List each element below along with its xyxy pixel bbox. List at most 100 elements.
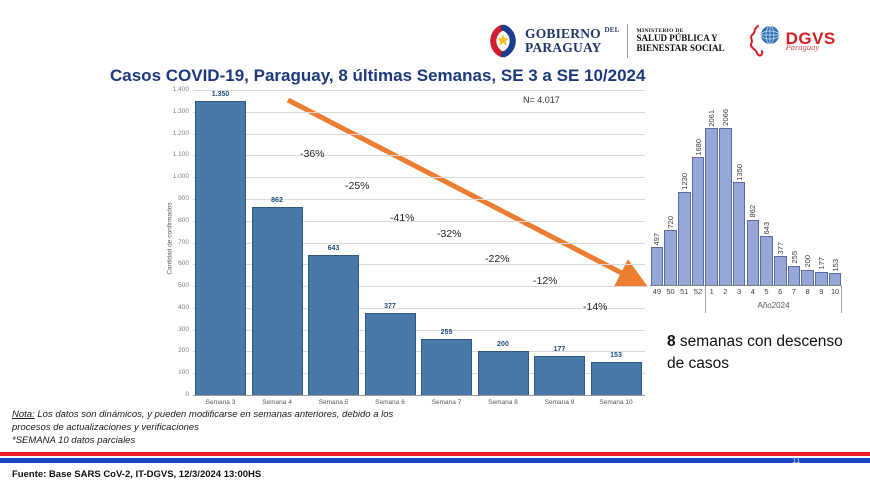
percent-change-label: -12%: [533, 275, 558, 287]
mini-bar-value-label: 497: [652, 232, 662, 246]
mini-bar-value-label: 177: [816, 257, 826, 270]
gridline: [193, 111, 645, 113]
page-number: 11: [792, 456, 801, 465]
ministerio-line1: SALUD PÚBLICA Y: [636, 33, 718, 44]
mini-axis-separator: [704, 285, 706, 313]
mini-bar-value-label: 2066: [720, 109, 730, 126]
x-tick-label: Semana 10: [599, 399, 633, 406]
bar: [308, 254, 359, 395]
gridline: [193, 155, 645, 157]
mini-bar-value-label: 1680: [693, 138, 703, 156]
mini-bar-value-label: 1230: [679, 172, 689, 190]
bar-value-label: 862: [271, 197, 283, 205]
gridline: [193, 286, 645, 288]
data-note: Nota: Los datos son dinámicos, y pueden …: [12, 409, 452, 447]
gridline: [193, 264, 645, 266]
y-tick-label: 1.200: [172, 129, 189, 137]
x-tick-label: Semana 8: [488, 399, 518, 406]
flag-stripe-blue: [0, 458, 870, 463]
bar-value-label: 255: [440, 329, 453, 337]
mini-bar-value-label: 862: [748, 204, 758, 218]
mini-bar: [650, 247, 664, 285]
gridline: [193, 90, 645, 91]
mini-bar: [705, 128, 719, 285]
bar: [251, 207, 303, 395]
note-label: Nota:: [12, 409, 35, 420]
mini-bar-value-label: 153: [830, 258, 840, 272]
descent-note-number: 8: [667, 333, 676, 350]
dgvs-logo: DGVS Paraguay: [747, 22, 836, 60]
header-divider: [627, 24, 629, 58]
mini-axis-separator: [841, 285, 842, 313]
ministerio-line2: BIENESTAR SOCIAL: [636, 43, 725, 54]
y-tick-label: 900: [178, 194, 189, 202]
gridline: [193, 198, 645, 200]
flag-stripe-red: [0, 452, 870, 456]
descent-note-line2: de casos: [667, 355, 730, 373]
mini-x-axis: 49 50 51 52 1 2 3 4 5 6 7 8 9 10: [650, 286, 842, 296]
note-line3: *SEMANA 10 datos parciales: [12, 434, 136, 446]
mini-bar: [719, 128, 732, 285]
percent-change-label: -22%: [485, 253, 510, 265]
mini-x-tick-label: 5: [764, 287, 769, 296]
y-tick-label: 1.000: [172, 173, 189, 181]
descent-note: 8 semanas con descenso de casos: [667, 331, 852, 376]
gobierno-line2: PARAGUAY: [525, 40, 602, 55]
bar: [195, 100, 246, 395]
dgvs-globe-icon: [749, 25, 779, 57]
x-tick-label: Semana 7: [431, 399, 462, 406]
mini-x-tick-label: 51: [680, 287, 689, 296]
mini-x-tick-label: 49: [652, 287, 662, 296]
bar: [590, 361, 642, 395]
bar: [421, 339, 472, 395]
percent-change-label: -14%: [583, 301, 608, 313]
gridline: [193, 351, 645, 353]
bar-value-label: 153: [610, 351, 622, 359]
mini-bar-value-label: 643: [762, 221, 772, 235]
percent-change-label: -32%: [437, 228, 462, 240]
y-tick-label: 1.100: [172, 151, 189, 159]
source-line: Fuente: Base SARS CoV-2, IT-DGVS, 12/3/2…: [12, 469, 262, 480]
mini-x-tick-label: 4: [750, 287, 755, 296]
y-tick-label: 500: [178, 282, 189, 290]
mini-bar: [664, 230, 677, 285]
mini-x-tick-label: 9: [819, 287, 824, 296]
gridline: [193, 329, 645, 331]
percent-change-label: -25%: [345, 180, 370, 192]
mini-bar-value-label: 200: [803, 255, 813, 268]
x-tick-label: Semana 3: [205, 399, 236, 406]
mini-bar: [691, 157, 705, 285]
mini-bar: [773, 256, 787, 285]
mini-bar-value-label: 255: [789, 251, 799, 264]
mini-bar-value-label: 2061: [707, 109, 717, 127]
note-line1: Los datos son dinámicos, y pueden modifi…: [34, 409, 394, 420]
bar: [534, 356, 585, 395]
bar-value-label: 1.350: [211, 90, 230, 98]
y-tick-label: 400: [178, 303, 189, 311]
y-tick-label: 300: [178, 325, 189, 333]
mini-plot: 497 720 1230 1680 2061 2066 1350 862 643 377 255 20…: [650, 109, 842, 286]
mini-x-tick-label: 6: [778, 287, 783, 296]
y-tick-label: 800: [178, 216, 189, 224]
gobierno-line1: GOBIERNO: [525, 26, 601, 42]
y-tick-label: 1.300: [172, 107, 189, 115]
y-tick-label: 100: [178, 369, 189, 377]
mini-x-tick-label: 50: [666, 287, 675, 296]
mini-bar: [801, 269, 815, 285]
mini-x-axis-label: Año2024: [757, 301, 790, 310]
mini-bar: [787, 265, 801, 285]
mini-x-tick-label: 8: [805, 287, 810, 296]
mini-bar: [677, 191, 691, 285]
ministerio-small: MINISTERIO DE: [636, 28, 684, 35]
gridline: [193, 177, 645, 179]
mini-bar-value-label: 1350: [734, 163, 744, 181]
percent-change-label: -41%: [390, 212, 415, 224]
y-tick-label: 200: [178, 347, 189, 355]
main-plot: N= 4.017 0 100 200 300 400 500 600 700 800 900 1.0…: [173, 86, 648, 406]
gridline: [193, 133, 645, 135]
gridline: [193, 220, 645, 222]
mini-x-tick-label: 3: [736, 287, 742, 296]
x-tick-label: Semana 5: [318, 399, 349, 406]
main-chart: Cantidad de confirmados N= 4.017 0 100 200…: [167, 86, 648, 430]
